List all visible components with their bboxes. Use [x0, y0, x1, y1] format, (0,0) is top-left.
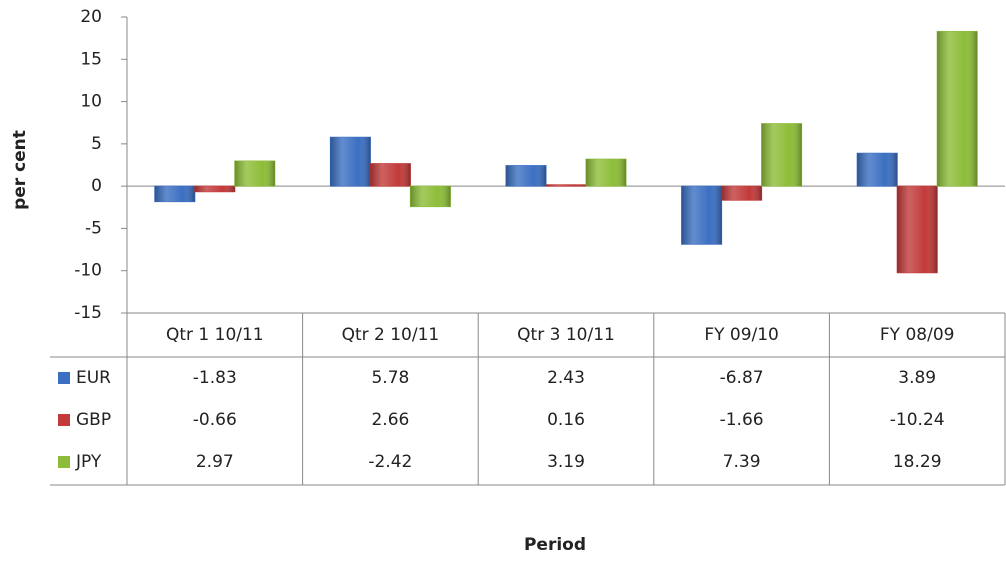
- bar: [329, 136, 371, 187]
- table-value: 3.19: [547, 452, 585, 472]
- table-value: 0.16: [547, 410, 585, 430]
- table-value: 2.97: [196, 452, 234, 472]
- legend-swatch: [58, 456, 70, 468]
- bar: [936, 30, 978, 187]
- y-tick-label: 5: [91, 134, 102, 154]
- bar: [505, 165, 547, 187]
- x-axis-title: Period: [524, 535, 586, 555]
- table-value: -10.24: [890, 410, 945, 430]
- y-axis-title: per cent: [10, 130, 30, 210]
- table-value: 18.29: [893, 452, 942, 472]
- bar: [896, 185, 938, 274]
- bar: [234, 160, 276, 187]
- legend-label: EUR: [76, 368, 111, 388]
- table-value: -6.87: [720, 368, 764, 388]
- legend-label: GBP: [76, 410, 111, 430]
- table-value: 3.89: [898, 368, 936, 388]
- y-tick-label: -15: [74, 303, 102, 323]
- x-tick-label: Qtr 2 10/11: [342, 325, 440, 345]
- y-tick-label: -10: [74, 261, 102, 281]
- bar: [154, 185, 196, 203]
- table-value: -0.66: [193, 410, 237, 430]
- bar: [194, 185, 236, 193]
- bar: [761, 123, 803, 187]
- legend-swatch: [58, 372, 70, 384]
- bar: [545, 184, 587, 187]
- y-tick-label: 15: [80, 49, 102, 69]
- legend-swatch: [58, 414, 70, 426]
- bar: [369, 163, 411, 187]
- legend-label: JPY: [75, 452, 102, 472]
- y-tick-label: 10: [80, 92, 102, 112]
- bar: [856, 152, 898, 187]
- table-value: -1.66: [720, 410, 764, 430]
- table-value: 7.39: [723, 452, 761, 472]
- y-tick-label: 20: [80, 7, 102, 27]
- x-tick-label: FY 08/09: [880, 325, 955, 345]
- x-tick-label: Qtr 1 10/11: [166, 325, 264, 345]
- table-value: -1.83: [193, 368, 237, 388]
- y-tick-label: 0: [91, 176, 102, 196]
- bar: [585, 158, 627, 187]
- table-value: 2.43: [547, 368, 585, 388]
- y-tick-label: -5: [85, 218, 102, 238]
- bar: [409, 185, 451, 208]
- table-value: 5.78: [371, 368, 409, 388]
- table-value: -2.42: [368, 452, 412, 472]
- x-tick-label: Qtr 3 10/11: [517, 325, 615, 345]
- bar: [681, 185, 723, 245]
- x-tick-label: FY 09/10: [704, 325, 779, 345]
- bar: [721, 185, 763, 201]
- table-value: 2.66: [371, 410, 409, 430]
